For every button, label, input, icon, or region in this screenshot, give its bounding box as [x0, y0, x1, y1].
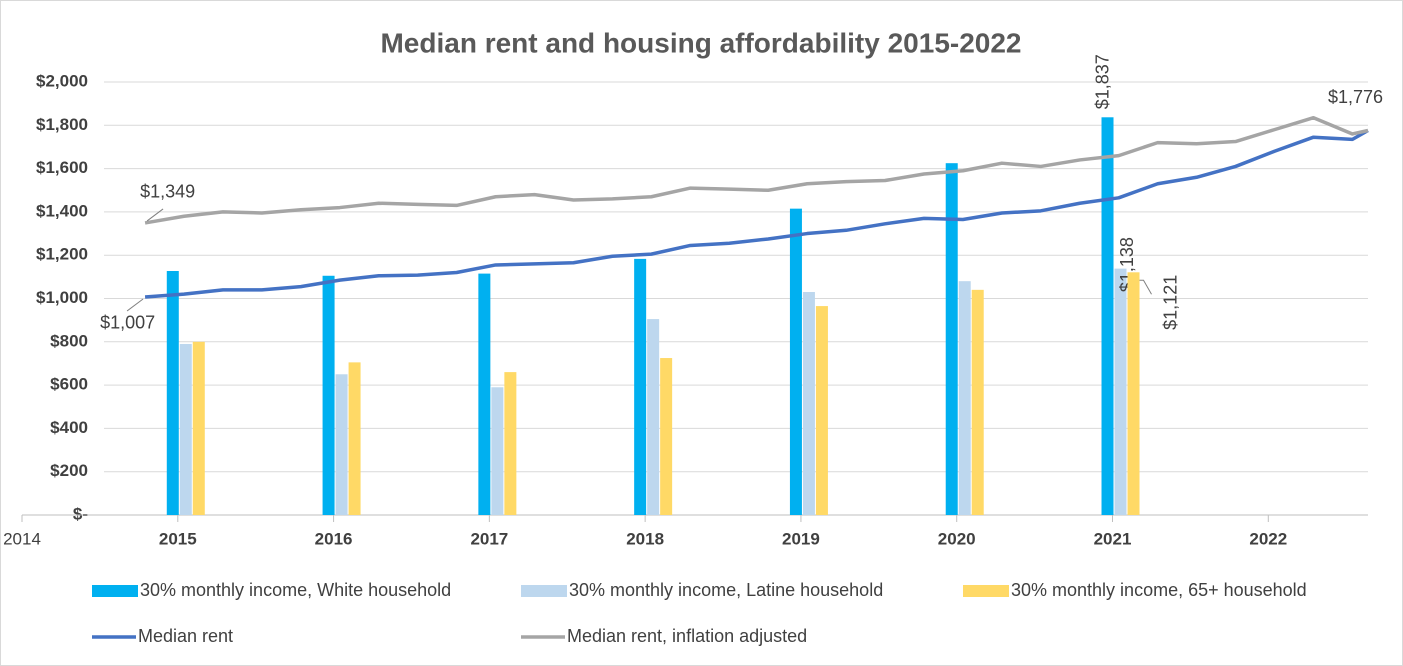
- x-tick-label: 2019: [782, 529, 820, 548]
- bar: [958, 281, 971, 515]
- line: [144, 115, 1369, 225]
- legend-label: 30% monthly income, 65+ household: [1011, 580, 1307, 600]
- bar: [478, 273, 491, 515]
- data-label: $1,349: [140, 182, 195, 202]
- chart-title: Median rent and housing affordability 20…: [380, 27, 1021, 58]
- x-tick-label: 2017: [470, 529, 508, 548]
- leader-line: [1139, 279, 1152, 295]
- line: [144, 128, 1369, 299]
- y-tick-label: $1,000: [36, 288, 88, 307]
- y-tick-label: $800: [50, 331, 88, 350]
- bar: [166, 271, 179, 515]
- y-tick-label: $1,400: [36, 201, 88, 220]
- legend-swatch: [521, 585, 567, 597]
- x-tick-label: 2020: [938, 529, 976, 548]
- leader-line: [126, 298, 144, 312]
- legend-label: Median rent, inflation adjusted: [567, 626, 807, 646]
- y-tick-label: $1,800: [36, 115, 88, 134]
- data-label: $1,007: [100, 313, 155, 333]
- y-tick-label: $1,600: [36, 158, 88, 177]
- y-tick-label: $-: [73, 504, 88, 523]
- bar: [945, 163, 958, 515]
- legend-swatch: [963, 585, 1009, 597]
- bar: [789, 208, 802, 515]
- y-tick-label: $400: [50, 418, 88, 437]
- bar: [1127, 272, 1140, 515]
- data-label: $1,776: [1328, 87, 1383, 107]
- bar: [179, 343, 192, 515]
- y-tick-label: $200: [50, 461, 88, 480]
- legend-label: Median rent: [138, 626, 233, 646]
- bar: [1101, 117, 1114, 516]
- bar: [660, 358, 673, 515]
- x-tick-label: 2014: [3, 529, 41, 548]
- y-tick-label: $1,200: [36, 245, 88, 264]
- x-tick-label: 2022: [1249, 529, 1287, 548]
- bar: [1114, 268, 1127, 515]
- bar: [192, 341, 205, 515]
- leader-line: [146, 208, 164, 222]
- bar: [634, 258, 647, 515]
- x-tick-label: 2016: [315, 529, 353, 548]
- bar: [647, 319, 660, 515]
- bar: [815, 306, 828, 515]
- bar: [504, 372, 517, 515]
- data-label: $1,121: [1160, 275, 1180, 330]
- x-tick-label: 2018: [626, 529, 664, 548]
- x-tick-label: 2015: [159, 529, 197, 548]
- legend-swatch: [92, 585, 138, 597]
- bar: [971, 289, 984, 515]
- bar: [348, 362, 361, 515]
- data-label: $1,837: [1092, 54, 1112, 109]
- y-tick-label: $600: [50, 375, 88, 394]
- bar: [491, 387, 504, 515]
- bar: [335, 374, 348, 515]
- bar: [802, 292, 815, 515]
- legend-label: 30% monthly income, White household: [140, 580, 451, 600]
- y-tick-label: $2,000: [36, 71, 88, 90]
- bar: [322, 275, 335, 515]
- legend-label: 30% monthly income, Latine household: [569, 580, 883, 600]
- x-tick-label: 2021: [1094, 529, 1132, 548]
